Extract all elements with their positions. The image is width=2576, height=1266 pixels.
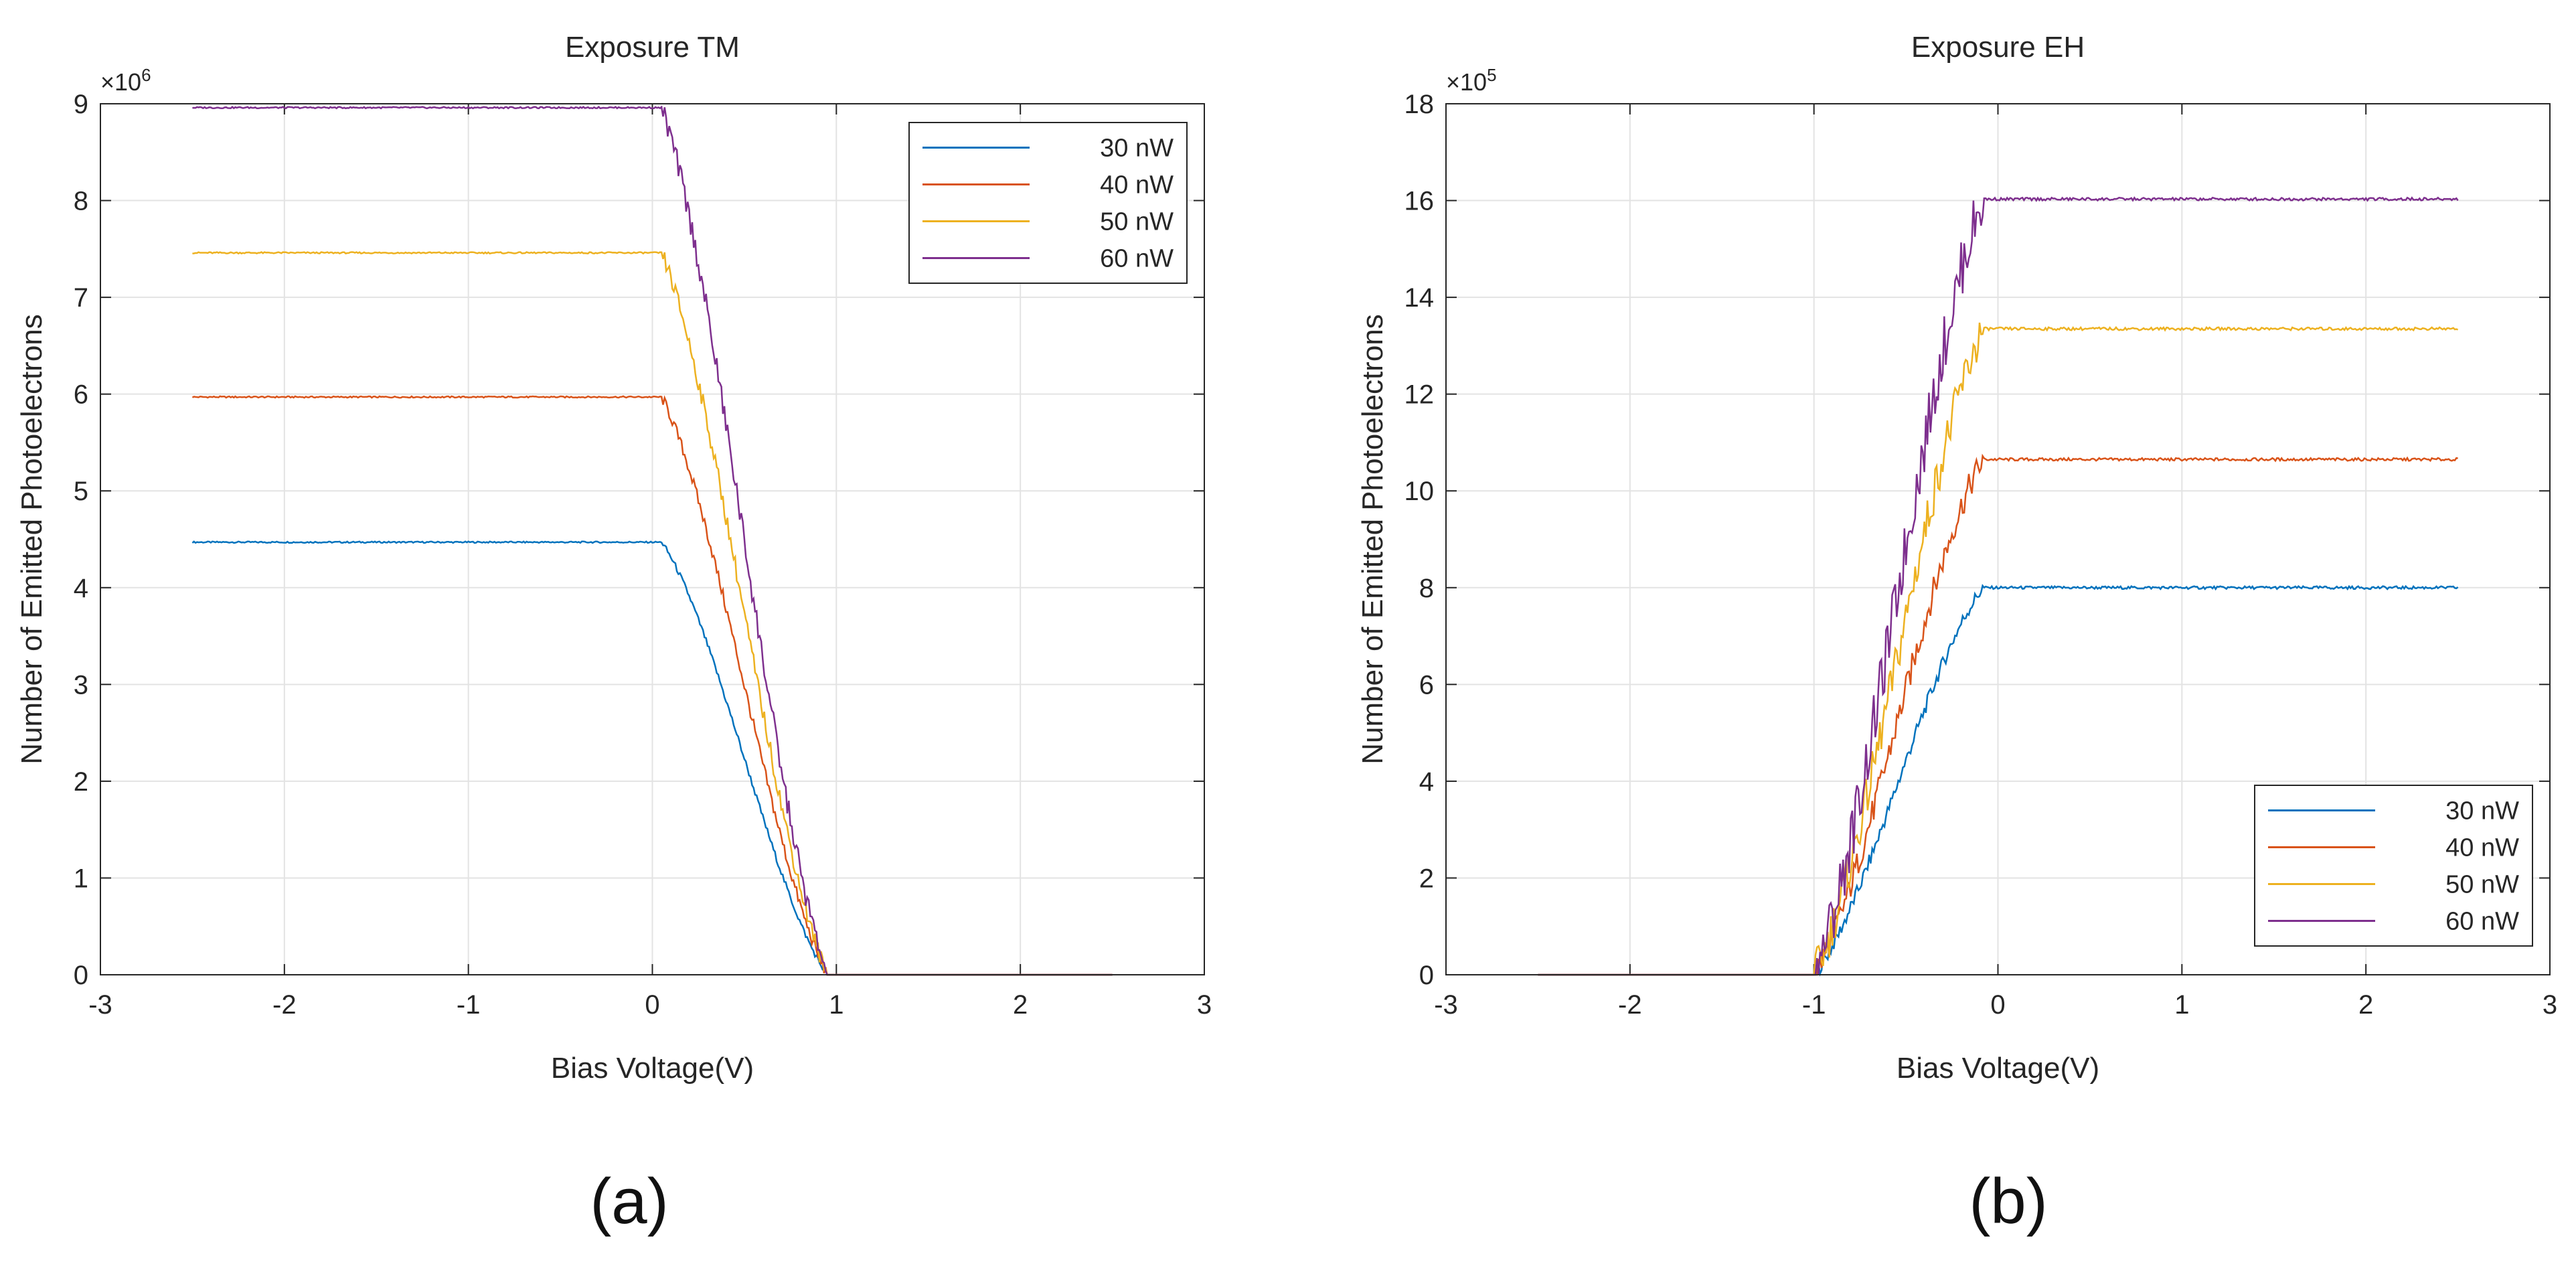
x-tick-label: 0 bbox=[645, 990, 659, 1020]
y-exponent: 5 bbox=[1487, 65, 1496, 85]
y-tick-label: 10 bbox=[1404, 477, 1435, 506]
chart-title: Exposure EH bbox=[1911, 31, 2085, 64]
legend-label: 60 nW bbox=[1100, 245, 1174, 273]
legend-label: 60 nW bbox=[2445, 908, 2519, 936]
y-tick-label: 2 bbox=[74, 767, 88, 797]
legend: 30 nW 40 nW 50 nW 60 nW bbox=[2254, 785, 2533, 947]
y-multiplier: ×10 bbox=[100, 68, 141, 96]
x-tick-label: -1 bbox=[1802, 990, 1826, 1020]
y-tick-label: 2 bbox=[1419, 864, 1434, 893]
chart-panel-a: -3 -2 -1 0 1 2 3 0 1 2 3 4 5 6 7 8 9 Exposure TM Bias Vo… bbox=[15, 31, 1212, 1085]
x-tick-label: 2 bbox=[2358, 990, 2373, 1020]
x-tick-label: 1 bbox=[2174, 990, 2189, 1020]
x-tick-label: 2 bbox=[1013, 990, 1028, 1020]
y-tick-label: 8 bbox=[1419, 574, 1434, 603]
legend-label: 50 nW bbox=[1100, 208, 1174, 236]
y-tick-label: 3 bbox=[74, 670, 88, 700]
y-tick-label: 8 bbox=[74, 187, 88, 216]
x-tick-label: -2 bbox=[272, 990, 297, 1020]
y-tick-label: 7 bbox=[74, 283, 88, 313]
y-tick-label: 6 bbox=[74, 380, 88, 410]
legend-box bbox=[2254, 785, 2533, 947]
legend-box bbox=[908, 122, 1188, 284]
panel-caption-a: (a) bbox=[590, 1166, 669, 1237]
y-tick-label: 12 bbox=[1404, 380, 1435, 410]
x-axis-label: Bias Voltage(V) bbox=[1897, 1052, 2099, 1085]
y-tick-label: 5 bbox=[74, 477, 88, 506]
legend: 30 nW 40 nW 50 nW 60 nW bbox=[908, 122, 1188, 284]
panel-caption-b: (b) bbox=[1969, 1166, 2048, 1237]
y-tick-label: 0 bbox=[1419, 961, 1434, 990]
x-tick-label: 3 bbox=[1197, 990, 1212, 1020]
legend-label: 50 nW bbox=[2445, 871, 2519, 899]
x-tick-label: 1 bbox=[829, 990, 843, 1020]
y-tick-label: 0 bbox=[74, 961, 88, 990]
y-multiplier: ×10 bbox=[1446, 68, 1487, 96]
legend-label: 30 nW bbox=[1100, 135, 1174, 163]
x-tick-label: -2 bbox=[1618, 990, 1642, 1020]
y-exponent-label: ×105 bbox=[1446, 65, 1497, 96]
y-axis-label: Number of Emitted Photoelectrons bbox=[15, 314, 48, 765]
x-tick-label: -3 bbox=[88, 990, 112, 1020]
legend-label: 40 nW bbox=[2445, 834, 2519, 862]
y-tick-label: 16 bbox=[1404, 187, 1435, 216]
y-tick-label: 9 bbox=[74, 90, 88, 119]
y-tick-label: 6 bbox=[1419, 670, 1434, 700]
legend-label: 30 nW bbox=[2445, 797, 2519, 825]
x-tick-label: 0 bbox=[1990, 990, 2005, 1020]
axes-box bbox=[1445, 103, 2551, 975]
x-tick-label: -1 bbox=[457, 990, 481, 1020]
axis-ticks: -3 -2 -1 0 1 2 3 0 1 2 3 4 5 6 7 8 9 bbox=[74, 90, 1212, 1020]
y-tick-label: 4 bbox=[1419, 767, 1434, 797]
axes-box bbox=[100, 103, 1205, 975]
chart-title: Exposure TM bbox=[565, 31, 740, 64]
y-tick-label: 4 bbox=[74, 574, 88, 603]
x-axis-label: Bias Voltage(V) bbox=[551, 1052, 754, 1085]
y-tick-label: 14 bbox=[1404, 283, 1435, 313]
x-tick-label: -3 bbox=[1434, 990, 1458, 1020]
y-tick-label: 18 bbox=[1404, 90, 1435, 119]
y-tick-label: 1 bbox=[74, 864, 88, 893]
legend-label: 40 nW bbox=[1100, 171, 1174, 200]
y-exponent-label: ×106 bbox=[100, 65, 151, 96]
x-tick-label: 3 bbox=[2543, 990, 2557, 1020]
y-axis-label: Number of Emitted Photoelectrons bbox=[1356, 314, 1389, 765]
y-exponent: 6 bbox=[141, 65, 151, 85]
